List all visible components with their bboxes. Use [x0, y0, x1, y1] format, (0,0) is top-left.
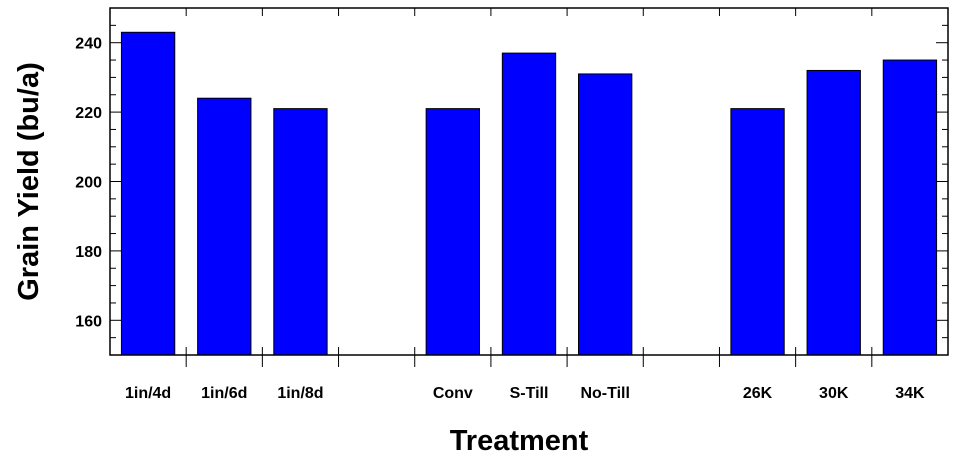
bar-34K [883, 60, 936, 355]
x-tick-label: 30K [819, 385, 849, 402]
x-tick-label: S-Till [510, 385, 549, 402]
bar-26K [731, 109, 784, 355]
y-tick-label: 180 [75, 244, 102, 261]
y-tick-label: 200 [75, 175, 102, 192]
bar-Conv [426, 109, 479, 355]
y-tick-label: 220 [75, 105, 102, 122]
x-tick-label: 1in/4d [125, 385, 171, 402]
bar-1in/6d [198, 98, 251, 355]
x-tick-label: 1in/6d [201, 385, 247, 402]
x-axis-title: Treatment [450, 425, 589, 457]
bar-No-Till [579, 74, 632, 355]
x-tick-label: 34K [895, 385, 925, 402]
bar-1in/4d [121, 32, 174, 355]
y-tick-label: 240 [75, 36, 102, 53]
bar-1in/8d [274, 109, 327, 355]
x-tick-label: 26K [743, 385, 773, 402]
x-tick-label: 1in/8d [277, 385, 323, 402]
x-tick-label: No-Till [580, 385, 629, 402]
bar-30K [807, 70, 860, 355]
y-axis-title: Grain Yield (bu/a) [13, 62, 45, 301]
bar-S-Till [502, 53, 555, 355]
x-tick-label: Conv [433, 385, 473, 402]
y-tick-label: 160 [75, 313, 102, 330]
bars-group [121, 32, 936, 355]
